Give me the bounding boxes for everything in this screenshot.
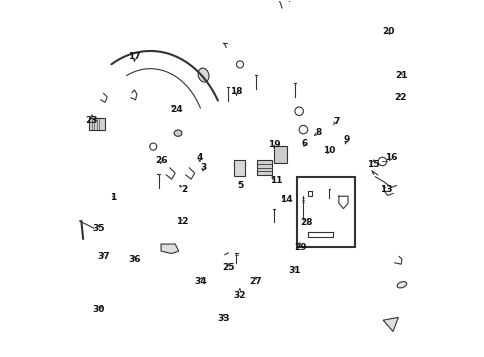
Text: 10: 10 <box>322 146 335 155</box>
Text: 19: 19 <box>268 140 280 149</box>
Ellipse shape <box>396 282 406 288</box>
Text: 20: 20 <box>381 27 394 36</box>
Text: 28: 28 <box>300 218 312 227</box>
Text: 2: 2 <box>181 185 187 193</box>
Text: 3: 3 <box>200 164 206 172</box>
Text: 29: 29 <box>294 243 307 252</box>
Text: 7: 7 <box>333 117 339 126</box>
Text: 32: 32 <box>233 291 246 300</box>
Text: 16: 16 <box>384 153 397 162</box>
Text: 31: 31 <box>288 266 301 275</box>
Text: 12: 12 <box>176 216 188 226</box>
Text: 22: 22 <box>393 92 406 101</box>
Text: 33: 33 <box>217 314 230 323</box>
Text: 34: 34 <box>195 277 207 286</box>
Polygon shape <box>382 317 397 332</box>
Text: 25: 25 <box>222 262 234 272</box>
Text: 23: 23 <box>86 116 98 125</box>
Text: 37: 37 <box>97 252 110 261</box>
Text: 18: 18 <box>230 87 242 96</box>
Text: 21: 21 <box>395 71 408 80</box>
Text: 1: 1 <box>110 193 116 202</box>
FancyBboxPatch shape <box>233 160 245 176</box>
FancyBboxPatch shape <box>273 146 287 163</box>
Polygon shape <box>161 244 179 253</box>
Text: 13: 13 <box>379 185 392 193</box>
Text: 30: 30 <box>92 305 105 314</box>
FancyBboxPatch shape <box>89 118 105 130</box>
Text: 27: 27 <box>249 277 262 286</box>
Text: 35: 35 <box>92 223 105 233</box>
FancyBboxPatch shape <box>257 160 272 175</box>
Text: 8: 8 <box>315 128 321 137</box>
Text: 5: 5 <box>237 181 243 190</box>
Text: 26: 26 <box>154 156 167 165</box>
Text: 9: 9 <box>343 135 349 144</box>
Text: 4: 4 <box>196 153 202 162</box>
Text: 11: 11 <box>269 176 282 185</box>
Ellipse shape <box>174 130 182 136</box>
Text: 24: 24 <box>170 105 183 114</box>
Text: 14: 14 <box>280 195 292 204</box>
Text: 36: 36 <box>128 256 140 265</box>
Ellipse shape <box>197 68 209 82</box>
Text: 6: 6 <box>301 139 307 147</box>
Text: 15: 15 <box>366 160 379 169</box>
Text: 17: 17 <box>128 52 140 61</box>
